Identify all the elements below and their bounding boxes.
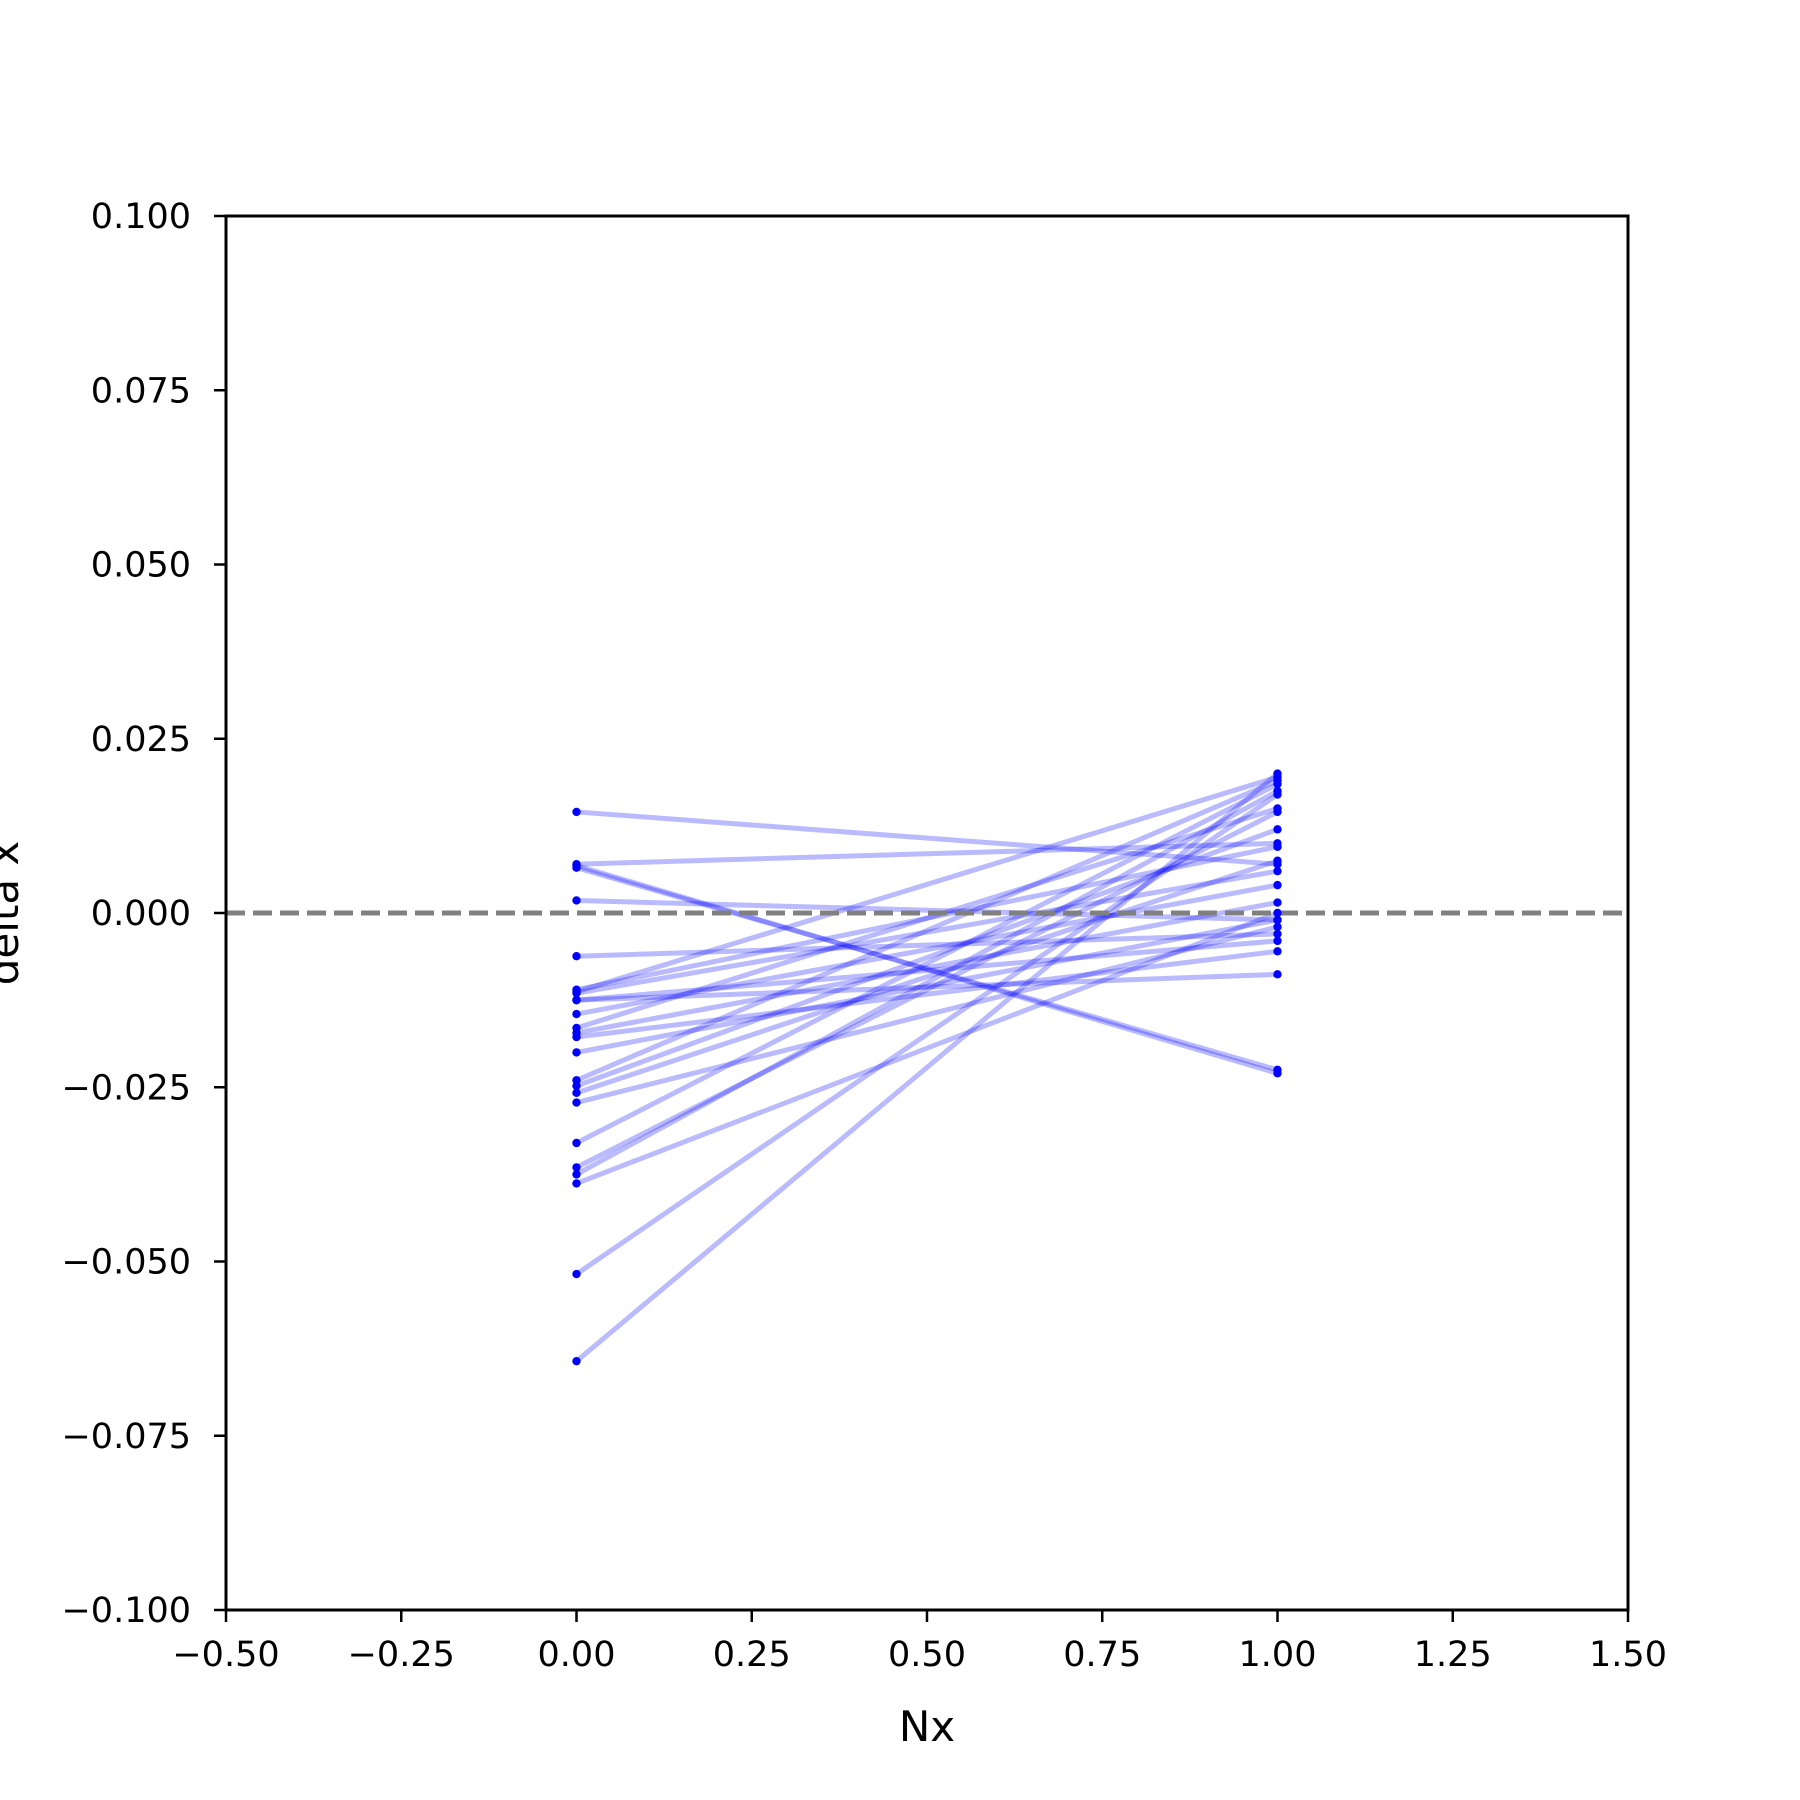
series-line-21 [574, 788, 1280, 1177]
data-point-13-0 [572, 1032, 581, 1042]
series-line-24 [574, 771, 1280, 1364]
series-line-8 [574, 868, 1280, 996]
y-tick-label: 0.100 [91, 197, 191, 237]
data-point-22-1 [1273, 908, 1282, 918]
series-line-4 [574, 897, 1280, 923]
x-tick-label: 1.25 [1414, 1635, 1492, 1675]
marker-layer [572, 769, 1282, 1366]
series-line-2 [574, 863, 1280, 1076]
data-point-22-0 [572, 1179, 581, 1188]
series-line-12 [574, 900, 1280, 1036]
series-line-7 [574, 774, 1280, 995]
data-point-8-1 [1273, 866, 1282, 876]
data-point-10-0 [572, 1009, 581, 1019]
series-line-15 [574, 778, 1280, 1083]
data-point-0-0 [572, 807, 581, 817]
data-point-20-1 [1273, 807, 1282, 817]
y-axis-ticks: −0.100 −0.075 −0.050 −0.025 0.000 0.025 0.050 0… [61, 197, 226, 1631]
data-point-5-1 [1273, 929, 1282, 939]
data-point-16-1 [1273, 825, 1282, 834]
x-tick-label: 1.50 [1589, 1635, 1667, 1675]
series-line-14 [574, 917, 1280, 1055]
data-point-24-0 [572, 1356, 581, 1366]
data-point-3-1 [1273, 1065, 1282, 1075]
data-point-25-0 [572, 995, 581, 1005]
x-axis-ticks: −0.50 −0.25 0.00 0.25 0.50 0.75 1.00 1.25 1.50 [172, 1610, 1667, 1675]
y-tick-label: −0.075 [61, 1417, 191, 1457]
series-line-0 [574, 809, 1280, 867]
x-tick-label: 0.75 [1063, 1635, 1141, 1675]
data-point-25-1 [1273, 970, 1282, 979]
data-point-8-0 [572, 988, 581, 998]
series-line-11 [574, 805, 1280, 1031]
data-point-19-0 [572, 1138, 581, 1148]
series-line-19 [574, 781, 1280, 1146]
x-axis-label: Nx [899, 1702, 955, 1751]
series-line-1 [574, 840, 1280, 867]
data-point-5-0 [572, 952, 581, 961]
x-tick-label: 0.00 [538, 1635, 616, 1675]
series-line-22 [574, 910, 1280, 1186]
data-point-18-0 [572, 1098, 581, 1107]
y-tick-label: 0.000 [91, 894, 191, 934]
y-tick-label: 0.075 [91, 371, 191, 411]
y-tick-label: 0.025 [91, 720, 191, 760]
y-axis-label: delta x [0, 841, 28, 986]
data-point-3-0 [572, 863, 581, 872]
data-point-4-0 [572, 896, 581, 905]
y-tick-label: 0.050 [91, 546, 191, 586]
data-point-16-0 [572, 1081, 581, 1091]
data-point-24-1 [1273, 769, 1282, 778]
y-tick-label: −0.050 [61, 1243, 191, 1283]
series-line-23 [574, 792, 1280, 1277]
data-point-23-0 [572, 1269, 581, 1279]
series-line-16 [574, 826, 1280, 1089]
data-point-14-0 [572, 1048, 581, 1057]
data-point-17-1 [1273, 856, 1282, 865]
data-point-20-0 [572, 1163, 581, 1172]
x-tick-label: −0.50 [172, 1635, 279, 1675]
series-line-20 [574, 809, 1280, 1170]
y-tick-label: −0.025 [61, 1068, 191, 1108]
data-point-19-1 [1273, 779, 1282, 789]
data-point-21-0 [572, 1170, 581, 1179]
series-line-13 [574, 948, 1280, 1040]
data-point-23-1 [1273, 790, 1282, 799]
series-line-6 [574, 844, 1280, 993]
x-tick-label: −0.25 [348, 1635, 455, 1675]
data-point-13-1 [1273, 947, 1282, 956]
data-point-6-1 [1273, 842, 1282, 851]
series-line-17 [574, 858, 1280, 1096]
series-layer [574, 771, 1280, 1364]
y-tick-label: −0.100 [61, 1591, 191, 1631]
data-point-14-1 [1273, 915, 1282, 925]
data-point-10-1 [1273, 880, 1282, 890]
data-point-17-0 [572, 1088, 581, 1098]
x-tick-label: 1.00 [1239, 1635, 1317, 1675]
x-tick-label: 0.25 [713, 1635, 791, 1675]
series-line-9 [574, 938, 1280, 1003]
series-line-3 [574, 865, 1280, 1073]
series-line-5 [574, 931, 1280, 959]
series-line-10 [574, 882, 1280, 1017]
series-line-25 [574, 971, 1280, 1003]
data-point-18-1 [1273, 922, 1282, 932]
data-point-9-1 [1273, 936, 1282, 946]
data-point-12-1 [1273, 898, 1282, 907]
x-tick-label: 0.50 [888, 1635, 966, 1675]
series-line-18 [574, 924, 1280, 1106]
